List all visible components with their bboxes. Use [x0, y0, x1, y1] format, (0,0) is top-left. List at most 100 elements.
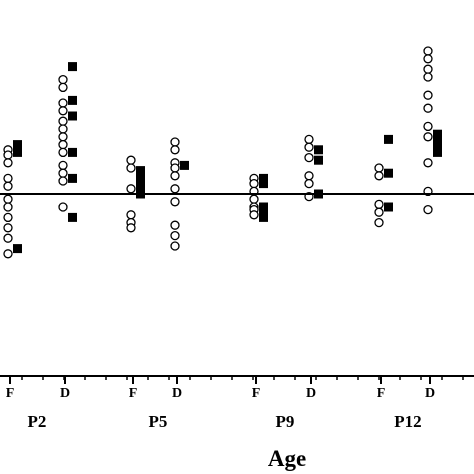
- x-tick-label: F: [129, 386, 138, 401]
- data-point-circle: [58, 139, 68, 150]
- data-point-circle: [3, 223, 13, 233]
- x-axis-ticks: [9, 376, 464, 384]
- data-point-circle: [58, 176, 68, 186]
- data-point-circle: [423, 132, 433, 142]
- data-point-square: [13, 140, 22, 150]
- data-point-square: [259, 207, 268, 217]
- data-point-circle: [423, 103, 433, 113]
- data-point-circle: [170, 184, 180, 194]
- data-point-circle: [304, 178, 314, 189]
- data-point-square: [433, 129, 442, 139]
- data-point-circle: [58, 98, 68, 108]
- data-point-circle: [423, 90, 433, 100]
- data-point-square: [136, 184, 145, 194]
- data-point-circle: [3, 173, 13, 184]
- data-point-square: [384, 134, 393, 144]
- data-point-circle: [170, 163, 180, 173]
- data-point-circle: [3, 150, 13, 160]
- x-tick-label: D: [60, 386, 70, 401]
- data-point-circle: [58, 132, 68, 142]
- data-point-circle: [58, 74, 68, 85]
- data-point-circle: [58, 116, 68, 126]
- data-point-square: [68, 147, 77, 157]
- data-point-square: [384, 168, 393, 178]
- data-point-circle: [170, 145, 180, 155]
- data-point-square: [433, 142, 442, 152]
- data-point-circle: [170, 137, 180, 147]
- data-point-circle: [3, 233, 13, 243]
- data-point-square: [259, 202, 268, 212]
- data-point-square: [68, 173, 77, 183]
- data-point-circle: [374, 207, 384, 217]
- data-point-circle: [3, 181, 13, 191]
- data-point-square: [433, 147, 442, 157]
- data-point-circle: [423, 64, 433, 74]
- data-point-circle: [304, 152, 314, 163]
- data-point-circle: [58, 106, 68, 116]
- data-point-circle: [170, 171, 180, 181]
- data-point-square: [68, 111, 77, 121]
- group-label: P5: [149, 412, 168, 431]
- data-point-circle: [423, 72, 433, 82]
- data-point-circle: [423, 121, 433, 132]
- data-point-square: [180, 160, 189, 170]
- data-point-circle: [58, 202, 68, 212]
- data-point-circle: [304, 142, 314, 152]
- data-point-circle: [249, 178, 259, 189]
- data-point-circle: [374, 217, 384, 228]
- data-point-square: [314, 155, 323, 165]
- data-point-square: [259, 212, 268, 222]
- data-point-circle: [126, 163, 136, 173]
- data-point-square: [136, 173, 145, 183]
- data-point-circle: [423, 204, 433, 215]
- data-point-circle: [170, 241, 180, 251]
- x-tick-label: D: [306, 386, 316, 401]
- data-point-square: [68, 62, 77, 72]
- data-point-circle: [3, 202, 13, 212]
- data-point-square: [68, 212, 77, 222]
- data-point-circle: [3, 158, 13, 168]
- data-point-square: [68, 95, 77, 105]
- data-point-circle: [170, 220, 180, 230]
- data-point-circle: [374, 199, 384, 210]
- group-label: P9: [276, 412, 295, 431]
- data-point-circle: [423, 54, 433, 64]
- x-axis-label: Age: [268, 446, 306, 471]
- data-point-square: [314, 145, 323, 155]
- data-point-circle: [170, 197, 180, 207]
- data-point-circle: [3, 249, 13, 259]
- data-point-square: [13, 147, 22, 157]
- data-point-circle: [249, 194, 259, 204]
- data-point-square: [136, 166, 145, 176]
- data-point-circle: [3, 194, 13, 204]
- data-point-circle: [58, 160, 68, 171]
- data-point-circle: [170, 230, 180, 241]
- x-tick-label: D: [425, 386, 435, 401]
- group-label: P12: [394, 412, 421, 431]
- data-point-circle: [249, 210, 259, 220]
- data-point-circle: [423, 158, 433, 168]
- x-tick-label: F: [6, 386, 15, 401]
- data-point-circle: [304, 134, 314, 145]
- data-point-circle: [374, 171, 384, 181]
- x-tick-label: F: [252, 386, 261, 401]
- group-label: P2: [28, 412, 47, 431]
- data-point-square: [13, 244, 22, 254]
- data-point-circle: [304, 171, 314, 181]
- data-point-circle: [374, 163, 384, 173]
- data-point-circle: [423, 46, 433, 56]
- data-point-circle: [58, 82, 68, 93]
- data-point-circle: [58, 147, 68, 158]
- marks-layer: [3, 46, 442, 259]
- data-point-circle: [126, 184, 136, 194]
- data-point-circle: [3, 212, 13, 223]
- data-point-square: [259, 173, 268, 183]
- x-tick-label: F: [377, 386, 386, 401]
- data-point-circle: [58, 124, 68, 134]
- x-tick-label: D: [172, 386, 182, 401]
- data-point-circle: [58, 168, 68, 178]
- data-point-square: [136, 179, 145, 189]
- data-point-square: [384, 202, 393, 212]
